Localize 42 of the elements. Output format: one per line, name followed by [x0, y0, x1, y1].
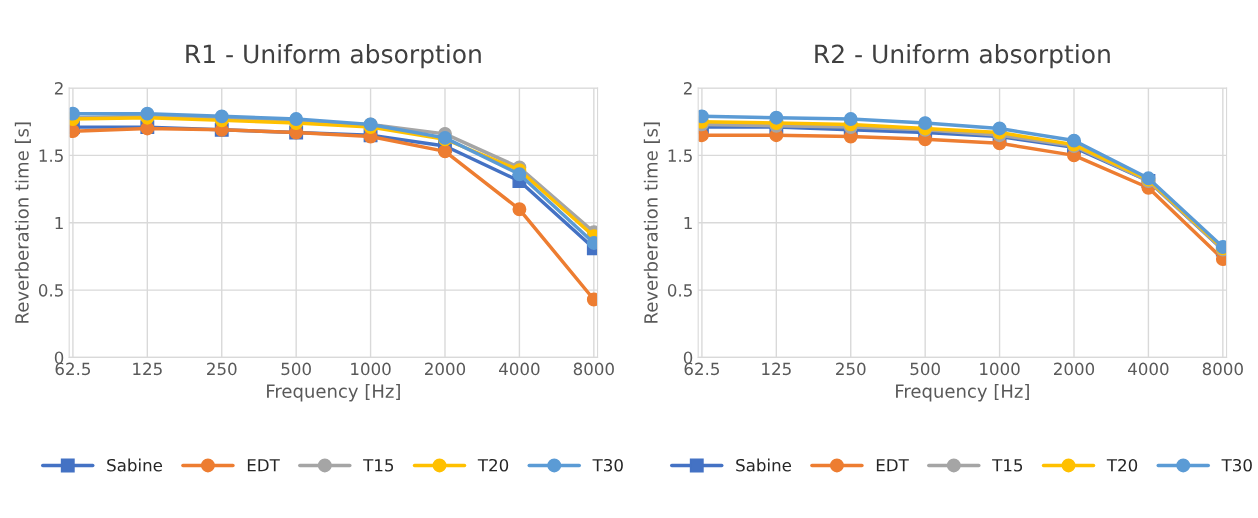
- legend-label: T20: [477, 458, 509, 472]
- legend-label: Sabine: [736, 458, 792, 472]
- x-axis-title: Frequency [Hz]: [896, 383, 1029, 402]
- x-tick-label: 1000: [351, 362, 391, 376]
- chart-title: R2 - Uniform absorption: [815, 44, 1110, 69]
- legend-label: T30: [1221, 458, 1252, 472]
- y-axis-title: Reverberation time [s]: [643, 122, 660, 323]
- x-tick-label: 250: [207, 362, 237, 376]
- legend-label: T30: [592, 458, 623, 472]
- legend-label: T15: [992, 459, 1023, 472]
- y-tick-label: 0: [683, 351, 693, 364]
- legend-label: EDT: [876, 459, 909, 472]
- legend-label: T15: [363, 459, 394, 472]
- legend-label: EDT: [247, 459, 280, 472]
- y-tick-label: 0: [54, 351, 64, 364]
- x-tick-label: 62.5: [55, 362, 91, 376]
- y-tick-label: 0.5: [38, 284, 63, 297]
- x-tick-label: 500: [910, 362, 940, 376]
- legend-label: Sabine: [107, 458, 163, 472]
- x-tick-label: 8000: [1202, 362, 1243, 376]
- legend-label: T20: [1106, 458, 1138, 472]
- x-tick-label: 2000: [425, 362, 466, 376]
- x-tick-label: 125: [133, 362, 162, 376]
- y-tick-label: 1.5: [668, 149, 692, 162]
- x-tick-label: 250: [836, 362, 866, 376]
- y-tick-label: 1.5: [39, 149, 63, 162]
- chart-title: R1 - Uniform absorption: [186, 44, 481, 69]
- y-tick-label: 2: [54, 82, 63, 95]
- x-tick-label: 2000: [1054, 362, 1095, 376]
- x-tick-label: 4000: [499, 362, 540, 376]
- x-tick-label: 4000: [1128, 362, 1169, 376]
- y-tick-label: 1: [55, 216, 63, 230]
- x-axis-title: Frequency [Hz]: [267, 383, 400, 402]
- y-tick-label: 0.5: [667, 284, 692, 297]
- y-axis-title: Reverberation time [s]: [14, 122, 31, 323]
- x-tick-label: 1000: [980, 362, 1020, 376]
- x-tick-label: 500: [281, 362, 311, 376]
- x-tick-label: 62.5: [684, 362, 720, 376]
- x-tick-label: 8000: [573, 362, 614, 376]
- y-tick-label: 2: [683, 82, 692, 95]
- x-tick-label: 125: [762, 362, 791, 376]
- y-tick-label: 1: [684, 216, 692, 230]
